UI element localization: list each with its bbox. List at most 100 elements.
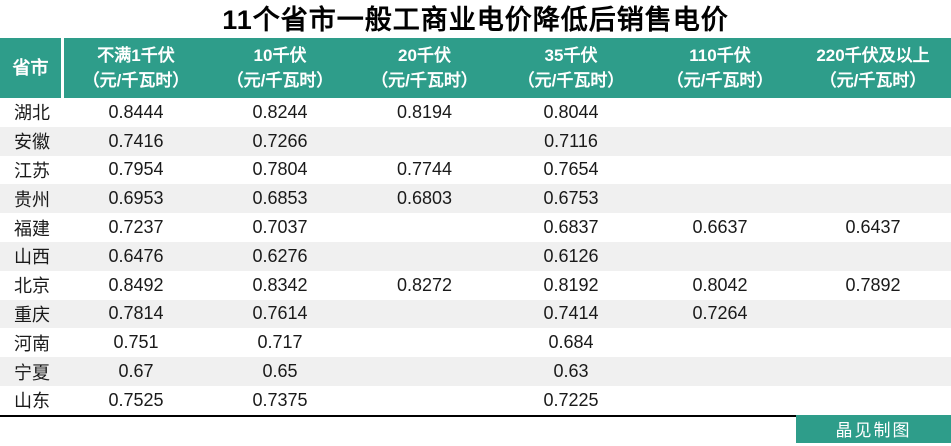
price-cell xyxy=(352,357,497,386)
table-header-row: 省市 不满1千伏 （元/千瓦时） 10千伏 （元/千瓦时） 20千伏 （元/千瓦… xyxy=(0,38,951,98)
price-cell: 0.6126 xyxy=(543,245,599,266)
price-cell: 0.7416 xyxy=(108,130,164,151)
price-cell: 0.684 xyxy=(548,332,594,353)
table-row: 宁夏 0.67 0.65 0.63 xyxy=(0,357,951,386)
column-header-label: 不满1千伏 xyxy=(97,46,175,65)
price-cell: 0.8044 xyxy=(543,101,599,122)
price-cell: 0.7744 xyxy=(396,159,453,180)
price-cell: 0.8492 xyxy=(108,274,164,295)
province-cell: 湖北 xyxy=(14,103,50,124)
price-cell xyxy=(795,156,951,185)
price-cell: 0.63 xyxy=(553,361,589,382)
table-row: 湖北 0.8444 0.8244 0.8194 0.8044 xyxy=(0,98,951,127)
credit-badge: 晶见制图 xyxy=(796,414,951,443)
price-cell: 0.8192 xyxy=(543,274,599,295)
column-header-unit: （元/千瓦时） xyxy=(82,71,190,90)
table-row: 山西 0.6476 0.6276 0.6126 xyxy=(0,241,951,271)
price-cell: 0.6953 xyxy=(108,188,164,209)
price-cell xyxy=(645,357,795,386)
price-table: 省市 不满1千伏 （元/千瓦时） 10千伏 （元/千瓦时） 20千伏 （元/千瓦… xyxy=(0,38,951,415)
price-cell: 0.7654 xyxy=(543,159,599,180)
table-row: 贵州 0.6953 0.6853 0.6803 0.6753 xyxy=(0,184,951,214)
price-cell: 0.6276 xyxy=(252,245,308,266)
column-header-10kv: 10千伏 （元/千瓦时） xyxy=(208,38,352,98)
price-cell xyxy=(795,98,951,127)
price-cell xyxy=(352,386,497,415)
price-cell: 0.6803 xyxy=(396,188,453,209)
column-header-under-1kv: 不满1千伏 （元/千瓦时） xyxy=(64,38,208,98)
column-header-220kv-plus: 220千伏及以上 （元/千瓦时） xyxy=(795,38,951,98)
province-cell: 河南 xyxy=(14,333,50,354)
price-cell: 0.7116 xyxy=(544,130,598,151)
price-cell xyxy=(795,357,951,386)
price-cell xyxy=(645,127,795,156)
column-header-label: 省市 xyxy=(12,57,49,78)
province-cell: 山西 xyxy=(14,247,50,268)
price-cell: 0.6753 xyxy=(543,188,599,209)
province-cell: 山东 xyxy=(14,391,50,412)
price-cell xyxy=(645,386,795,415)
price-cell: 0.751 xyxy=(113,332,159,353)
price-cell: 0.7414 xyxy=(543,303,599,324)
price-cell: 0.7892 xyxy=(845,274,901,295)
price-cell: 0.8444 xyxy=(108,101,164,122)
price-cell xyxy=(645,242,795,271)
province-cell: 福建 xyxy=(14,218,50,239)
price-cell xyxy=(352,242,497,271)
table-row: 安徽 0.7416 0.7266 0.7116 xyxy=(0,126,951,156)
price-cell xyxy=(795,300,951,329)
price-cell xyxy=(352,213,497,242)
price-cell xyxy=(645,328,795,357)
price-cell xyxy=(795,328,951,357)
price-cell xyxy=(795,242,951,271)
price-cell xyxy=(795,386,951,415)
column-header-35kv: 35千伏 （元/千瓦时） xyxy=(497,38,645,98)
table-row: 河南 0.751 0.717 0.684 xyxy=(0,328,951,358)
price-cell: 0.7264 xyxy=(692,303,748,324)
province-cell: 北京 xyxy=(14,276,50,297)
column-header-unit: （元/千瓦时） xyxy=(666,71,774,90)
price-cell: 0.6437 xyxy=(845,217,901,238)
province-cell: 重庆 xyxy=(14,304,50,325)
table-body: 湖北 0.8444 0.8244 0.8194 0.8044 安徽 0.7416 0.7266… xyxy=(0,98,951,415)
price-cell xyxy=(352,328,497,357)
column-header-unit: （元/千瓦时） xyxy=(371,71,478,90)
column-header-province: 省市 xyxy=(0,38,64,98)
price-cell: 0.7814 xyxy=(108,303,164,324)
price-cell xyxy=(795,184,951,213)
price-cell: 0.8194 xyxy=(396,101,453,122)
price-cell: 0.7614 xyxy=(252,303,308,324)
column-header-unit: （元/千瓦时） xyxy=(517,71,625,90)
column-header-label: 10千伏 xyxy=(253,46,307,65)
province-cell: 安徽 xyxy=(14,132,50,153)
column-header-label: 35千伏 xyxy=(544,46,598,65)
table-bottom-rule: 晶见制图 xyxy=(0,414,951,445)
price-cell: 0.7266 xyxy=(252,130,308,151)
page-title: 11个省市一般工商业电价降低后销售电价 xyxy=(222,5,729,35)
price-cell: 0.8042 xyxy=(692,274,748,295)
price-cell xyxy=(645,98,795,127)
column-header-label: 20千伏 xyxy=(398,46,451,65)
price-cell xyxy=(645,184,795,213)
province-cell: 宁夏 xyxy=(14,362,50,383)
price-cell xyxy=(352,300,497,329)
price-cell: 0.8244 xyxy=(252,101,308,122)
province-cell: 江苏 xyxy=(14,160,50,181)
price-cell: 0.6476 xyxy=(108,245,164,266)
price-cell: 0.7525 xyxy=(108,389,164,410)
price-cell: 0.67 xyxy=(118,361,154,382)
table-row: 重庆 0.7814 0.7614 0.7414 0.7264 xyxy=(0,299,951,329)
price-cell: 0.8342 xyxy=(252,274,308,295)
price-cell: 0.7037 xyxy=(252,217,308,238)
price-cell: 0.6853 xyxy=(252,188,308,209)
price-cell: 0.6837 xyxy=(543,217,599,238)
column-header-label: 220千伏及以上 xyxy=(816,46,930,65)
table-row: 福建 0.7237 0.7037 0.6837 0.6637 0.6437 xyxy=(0,213,951,242)
price-cell: 0.717 xyxy=(257,332,303,353)
price-cell: 0.7804 xyxy=(252,159,308,180)
column-header-unit: （元/千瓦时） xyxy=(819,71,927,90)
price-cell: 0.7375 xyxy=(252,389,308,410)
column-header-label: 110千伏 xyxy=(689,46,751,65)
table-row: 江苏 0.7954 0.7804 0.7744 0.7654 xyxy=(0,155,951,185)
